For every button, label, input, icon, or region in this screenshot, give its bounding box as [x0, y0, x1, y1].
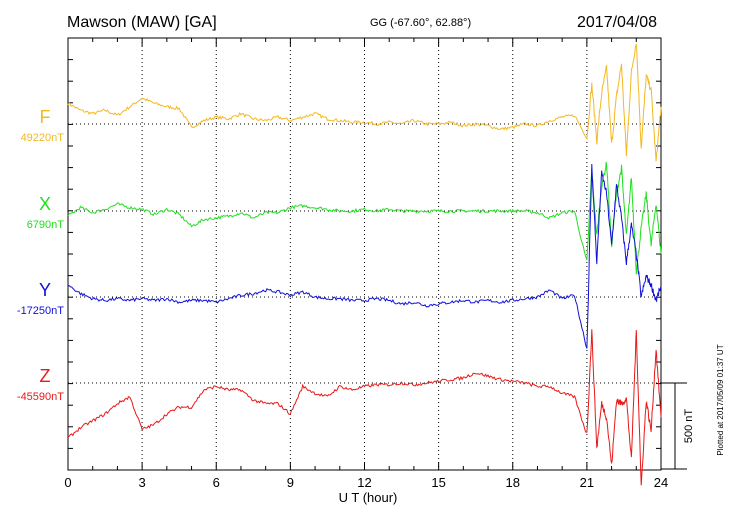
- series-baseline-z: -45590nT: [17, 391, 64, 403]
- grid: [68, 38, 661, 470]
- x-tick-label: 15: [431, 475, 445, 490]
- x-tick-label: 24: [654, 475, 668, 490]
- station-title: Mawson (MAW) [GA]: [67, 14, 217, 31]
- x-tick-label: 0: [64, 475, 71, 490]
- x-axis-label: U T (hour): [339, 490, 398, 505]
- series-name-f: F: [40, 107, 51, 127]
- series-name-y: Y: [39, 280, 51, 300]
- series-labels: F 49220nT X 6790nT Y -17250nT Z -45590nT: [17, 107, 64, 403]
- series-line-z: [67, 329, 662, 486]
- x-tick-label: 6: [213, 475, 220, 490]
- series-group: [67, 44, 662, 486]
- scale-bar-label: 500 nT: [683, 409, 695, 444]
- series-line-f: [67, 44, 662, 162]
- geo-coords: GG (-67.60°, 62.88°): [370, 17, 471, 29]
- series-name-z: Z: [40, 366, 51, 386]
- x-tick-labels: 0 3 6 9 12 15 18 21 24: [64, 475, 668, 490]
- date-label: 2017/04/08: [577, 14, 657, 31]
- series-baseline-f: 49220nT: [21, 132, 65, 144]
- series-name-x: X: [39, 194, 51, 214]
- x-tick-label: 21: [580, 475, 594, 490]
- series-baseline-x: 6790nT: [27, 219, 65, 231]
- plotted-timestamp: Plotted at 2017/05/09 01:37 UT: [716, 344, 725, 455]
- x-tick-label: 18: [506, 475, 520, 490]
- x-tick-label: 12: [357, 475, 371, 490]
- x-tick-label: 9: [287, 475, 294, 490]
- series-baseline-y: -17250nT: [17, 305, 64, 317]
- scale-bar: 500 nT: [661, 382, 695, 470]
- x-tick-label: 3: [139, 475, 146, 490]
- series-line-y: [67, 163, 662, 349]
